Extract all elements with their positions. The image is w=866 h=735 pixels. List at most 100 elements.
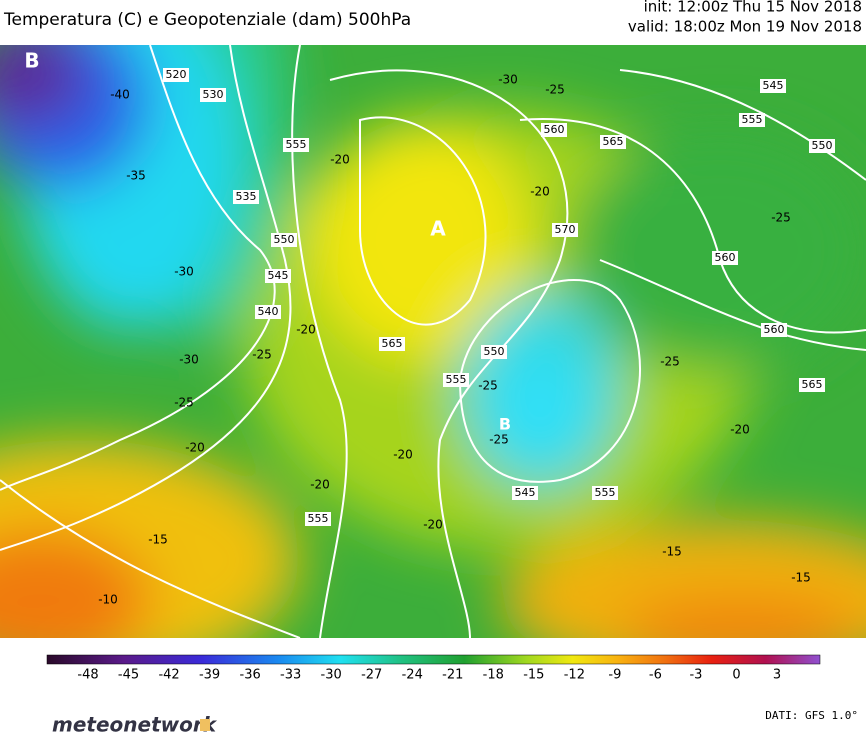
colorbar-tick-label: -27 bbox=[361, 668, 382, 683]
colorbar-tick-label: -9 bbox=[608, 668, 621, 683]
temperature-label: -20 bbox=[423, 518, 443, 532]
colorbar-tick-label: -48 bbox=[77, 668, 98, 683]
height-label-box bbox=[283, 138, 309, 152]
colorbar-tick-label: -24 bbox=[402, 668, 423, 683]
height-label: 550 bbox=[484, 345, 505, 358]
height-label-box bbox=[761, 323, 787, 337]
temperature-label: -25 bbox=[660, 355, 680, 369]
height-label-box bbox=[799, 378, 825, 392]
temperature-label: -20 bbox=[310, 478, 330, 492]
height-label-box bbox=[600, 135, 626, 149]
valid-time: valid: 18:00z Mon 19 Nov 2018 bbox=[628, 18, 862, 36]
height-label-box bbox=[233, 190, 259, 204]
colorbar-tick-label: -30 bbox=[321, 668, 342, 683]
temperature-label: -25 bbox=[174, 396, 194, 410]
height-label: 545 bbox=[515, 486, 536, 499]
colorbar-tick-label: -6 bbox=[649, 668, 662, 683]
height-label: 570 bbox=[555, 223, 576, 236]
temperature-label: -20 bbox=[296, 323, 316, 337]
temperature-label: -20 bbox=[393, 448, 413, 462]
height-label-box bbox=[255, 305, 281, 319]
temperature-label: -15 bbox=[148, 533, 168, 547]
temperature-label: -30 bbox=[179, 353, 199, 367]
colorbar-tick-label: -39 bbox=[199, 668, 220, 683]
height-label-box bbox=[163, 68, 189, 82]
data-source: DATI: GFS 1.0° bbox=[765, 709, 858, 722]
temperature-label: -30 bbox=[498, 73, 518, 87]
pressure-center: B bbox=[499, 415, 511, 434]
height-label: 535 bbox=[236, 190, 257, 203]
temperature-label: -40 bbox=[110, 88, 130, 102]
height-label-box bbox=[552, 223, 578, 237]
temperature-label: -20 bbox=[730, 423, 750, 437]
temperature-label: -10 bbox=[98, 593, 118, 607]
height-label: 550 bbox=[812, 139, 833, 152]
colorbar-tick-label: -18 bbox=[483, 668, 504, 683]
colorbar-tick-label: -45 bbox=[118, 668, 139, 683]
height-label-box bbox=[305, 512, 331, 526]
title: Temperatura (C) e Geopotenziale (dam) 50… bbox=[3, 10, 411, 30]
height-label: 550 bbox=[274, 233, 295, 246]
colorbar-tick-label: 0 bbox=[732, 668, 740, 683]
colorbar-tick-label: -12 bbox=[564, 668, 585, 683]
height-label: 565 bbox=[802, 378, 823, 391]
height-label: 555 bbox=[595, 486, 616, 499]
height-label-box bbox=[481, 345, 507, 359]
pressure-center: B bbox=[24, 49, 39, 73]
colorbar-tick-label: 3 bbox=[773, 668, 781, 683]
height-label-box bbox=[592, 486, 618, 500]
height-label-box bbox=[739, 113, 765, 127]
temperature-label: -25 bbox=[771, 211, 791, 225]
colorbar-tick-label: -33 bbox=[280, 668, 301, 683]
temperature-label: -25 bbox=[489, 433, 509, 447]
height-label: 555 bbox=[286, 138, 307, 151]
init-time: init: 12:00z Thu 15 Nov 2018 bbox=[644, 0, 862, 16]
height-label-box bbox=[265, 269, 291, 283]
height-label: 565 bbox=[382, 337, 403, 350]
height-label: 565 bbox=[603, 135, 624, 148]
temperature-label: -15 bbox=[791, 571, 811, 585]
colorbar-tick-label: -21 bbox=[442, 668, 463, 683]
height-label: 560 bbox=[715, 251, 736, 264]
temperature-label: -25 bbox=[478, 379, 498, 393]
height-label: 545 bbox=[268, 269, 289, 282]
height-label-box bbox=[443, 373, 469, 387]
height-label: 530 bbox=[203, 88, 224, 101]
height-label: 555 bbox=[308, 512, 329, 525]
pressure-center: A bbox=[430, 217, 446, 241]
height-label: 560 bbox=[764, 323, 785, 336]
temperature-label: -30 bbox=[174, 265, 194, 279]
height-label-box bbox=[271, 233, 297, 247]
height-label-box bbox=[809, 139, 835, 153]
brand-mark bbox=[200, 719, 210, 731]
temperature-field bbox=[0, 45, 866, 638]
height-label-box bbox=[379, 337, 405, 351]
colorbar bbox=[46, 654, 821, 665]
temperature-label: -25 bbox=[252, 348, 272, 362]
height-label-box bbox=[200, 88, 226, 102]
height-label: 520 bbox=[166, 68, 187, 81]
colorbar-tick-label: -15 bbox=[523, 668, 544, 683]
height-label-box bbox=[512, 486, 538, 500]
temperature-label: -20 bbox=[530, 185, 550, 199]
temperature-label: -35 bbox=[126, 169, 146, 183]
height-label: 540 bbox=[258, 305, 279, 318]
brand: meteonetwork bbox=[52, 713, 218, 735]
height-label: 555 bbox=[742, 113, 763, 126]
height-label: 555 bbox=[446, 373, 467, 386]
height-contours bbox=[0, 45, 866, 638]
temperature-label: -15 bbox=[662, 545, 682, 559]
height-label: 545 bbox=[763, 79, 784, 92]
temperature-label: -20 bbox=[185, 441, 205, 455]
temperature-label: -25 bbox=[545, 83, 565, 97]
temperature-label: -20 bbox=[330, 153, 350, 167]
height-label-box bbox=[541, 123, 567, 137]
colorbar-tick-label: -42 bbox=[158, 668, 179, 683]
height-label: 560 bbox=[544, 123, 565, 136]
height-label-box bbox=[760, 79, 786, 93]
height-label-box bbox=[712, 251, 738, 265]
colorbar-tick-label: -3 bbox=[689, 668, 702, 683]
colorbar-tick-label: -36 bbox=[240, 668, 261, 683]
